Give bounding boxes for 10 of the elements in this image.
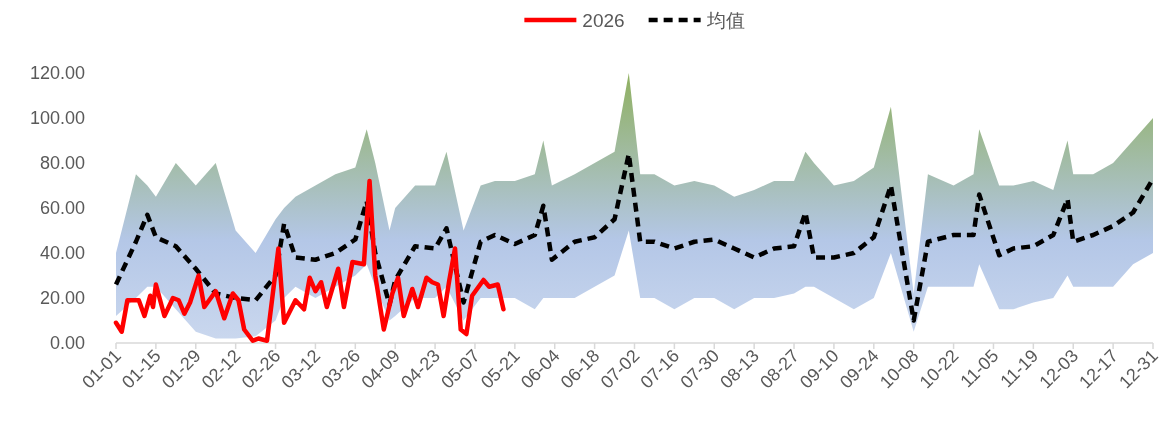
legend-label: 均值 bbox=[705, 10, 745, 31]
y-tick-label: 40.00 bbox=[39, 243, 85, 263]
line-series bbox=[113, 178, 506, 343]
y-tick-label: 120.00 bbox=[29, 63, 85, 83]
y-tick-label: 100.00 bbox=[29, 108, 85, 128]
y-tick-label: 80.00 bbox=[39, 153, 85, 173]
y-tick-label: 0.00 bbox=[49, 333, 85, 353]
y-tick-label: 60.00 bbox=[39, 198, 85, 218]
legend-label: 2026 bbox=[582, 10, 625, 31]
y-tick-label: 20.00 bbox=[39, 288, 85, 308]
